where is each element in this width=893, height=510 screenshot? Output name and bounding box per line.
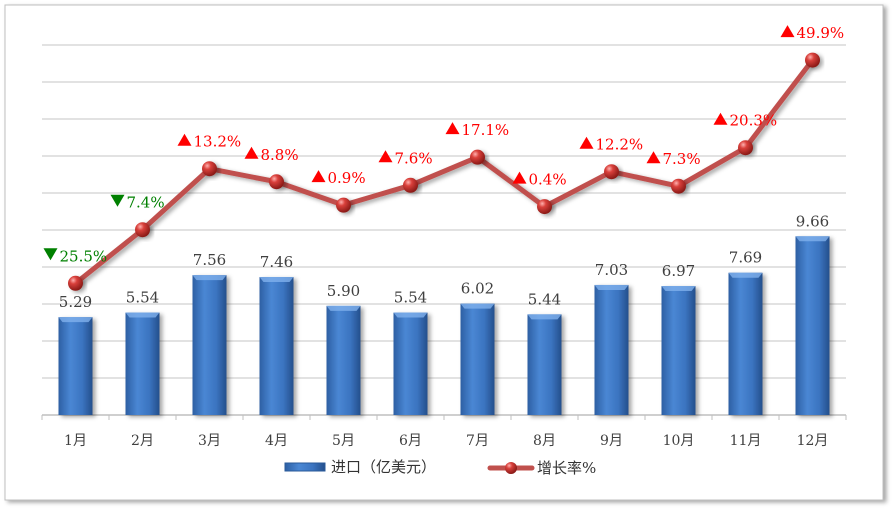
bar-value-label: 7.46	[260, 253, 293, 271]
bar-value-label: 7.69	[729, 249, 762, 267]
x-tick-label: 2月	[131, 433, 154, 449]
bar-value-label: 5.90	[327, 282, 360, 300]
bar-value-label: 9.66	[796, 212, 829, 230]
down-triangle-icon	[110, 194, 125, 207]
up-triangle-icon	[445, 122, 460, 135]
x-tick-label: 7月	[466, 433, 489, 449]
x-tick-label: 12月	[797, 433, 829, 449]
up-triangle-icon	[378, 150, 393, 163]
up-triangle-icon	[311, 170, 326, 183]
x-tick-label: 9月	[600, 433, 623, 449]
up-triangle-icon	[244, 146, 259, 159]
bar-value-label: 5.44	[528, 290, 561, 308]
growth-marker	[202, 161, 217, 177]
growth-marker	[403, 177, 418, 193]
legend-line-marker	[505, 462, 517, 474]
growth-rate-label: 0.9%	[328, 169, 366, 187]
growth-rate-label: 8.8%	[261, 146, 299, 164]
bar	[527, 314, 562, 415]
bar	[594, 284, 629, 415]
up-triangle-icon	[579, 136, 594, 149]
bar	[326, 305, 361, 415]
growth-rate-label: 0.4%	[529, 171, 567, 189]
bar	[125, 312, 160, 415]
bar-value-label: 6.02	[461, 280, 494, 298]
bar-bevel	[728, 272, 763, 278]
x-tick-label: 3月	[198, 433, 221, 449]
bar	[795, 236, 830, 415]
growth-rate-label: 17.1%	[462, 121, 510, 139]
legend-line-label: 增长率%	[537, 459, 596, 477]
growth-line	[73, 58, 815, 286]
growth-marker	[470, 149, 485, 165]
growth-rate-label: 12.2%	[596, 136, 644, 154]
bar-bevel	[527, 314, 562, 320]
bar-bevel	[460, 303, 495, 309]
bar-bevel	[795, 236, 830, 242]
bar-value-label: 7.03	[595, 261, 628, 279]
bar-bevel	[326, 305, 361, 311]
bar-bevel	[594, 284, 629, 290]
bar	[393, 312, 428, 415]
growth-rate-label: 20.3%	[730, 112, 778, 130]
growth-marker	[135, 222, 150, 238]
legend-bar-swatch	[284, 462, 326, 472]
bar-value-label: 7.56	[193, 251, 226, 269]
x-tick-label: 10月	[663, 433, 695, 449]
bar	[661, 286, 696, 415]
x-tick-label: 1月	[64, 433, 87, 449]
growth-marker	[537, 199, 552, 215]
bar-bevel	[192, 275, 227, 281]
bar-bevel	[259, 276, 294, 282]
bar	[728, 272, 763, 415]
bar-bevel	[125, 312, 160, 318]
up-triangle-icon	[177, 133, 192, 146]
x-tick-label: 11月	[730, 433, 762, 449]
x-tick-label: 8月	[533, 433, 556, 449]
bar	[259, 276, 294, 415]
growth-marker	[738, 140, 753, 156]
bar	[192, 275, 227, 415]
x-tick-label: 5月	[332, 433, 355, 449]
bar-bevel	[393, 312, 428, 318]
legend: 进口（亿美元） 增长率%	[284, 458, 596, 477]
growth-marker	[671, 178, 686, 194]
up-triangle-icon	[512, 171, 527, 184]
bar	[460, 303, 495, 415]
growth-rate-label: 7.4%	[127, 194, 165, 212]
growth-marker	[805, 52, 820, 68]
bar-value-label: 5.29	[59, 293, 92, 311]
growth-marker	[604, 164, 619, 180]
growth-marker	[68, 275, 83, 291]
growth-rate-label: 49.9%	[797, 24, 845, 42]
up-triangle-icon	[646, 151, 661, 164]
x-tick-label: 6月	[399, 433, 422, 449]
down-triangle-icon	[43, 248, 58, 261]
growth-rate-label: 7.6%	[395, 149, 433, 167]
bar-value-label: 5.54	[126, 289, 159, 307]
growth-marker	[269, 174, 284, 190]
legend-bar-label: 进口（亿美元）	[331, 458, 436, 476]
up-triangle-icon	[713, 112, 728, 125]
up-triangle-icon	[780, 25, 795, 38]
bar-value-label: 6.97	[662, 262, 695, 280]
bar-bevel	[58, 317, 93, 323]
growth-rate-label: 25.5%	[60, 247, 108, 265]
growth-marker	[336, 197, 351, 213]
bar-value-label: 5.54	[394, 289, 427, 307]
x-tick-label: 4月	[265, 433, 288, 449]
growth-rate-label: 7.3%	[663, 150, 701, 168]
bar-bevel	[661, 286, 696, 292]
growth-rate-label: 13.2%	[194, 133, 242, 151]
bar	[58, 317, 93, 415]
